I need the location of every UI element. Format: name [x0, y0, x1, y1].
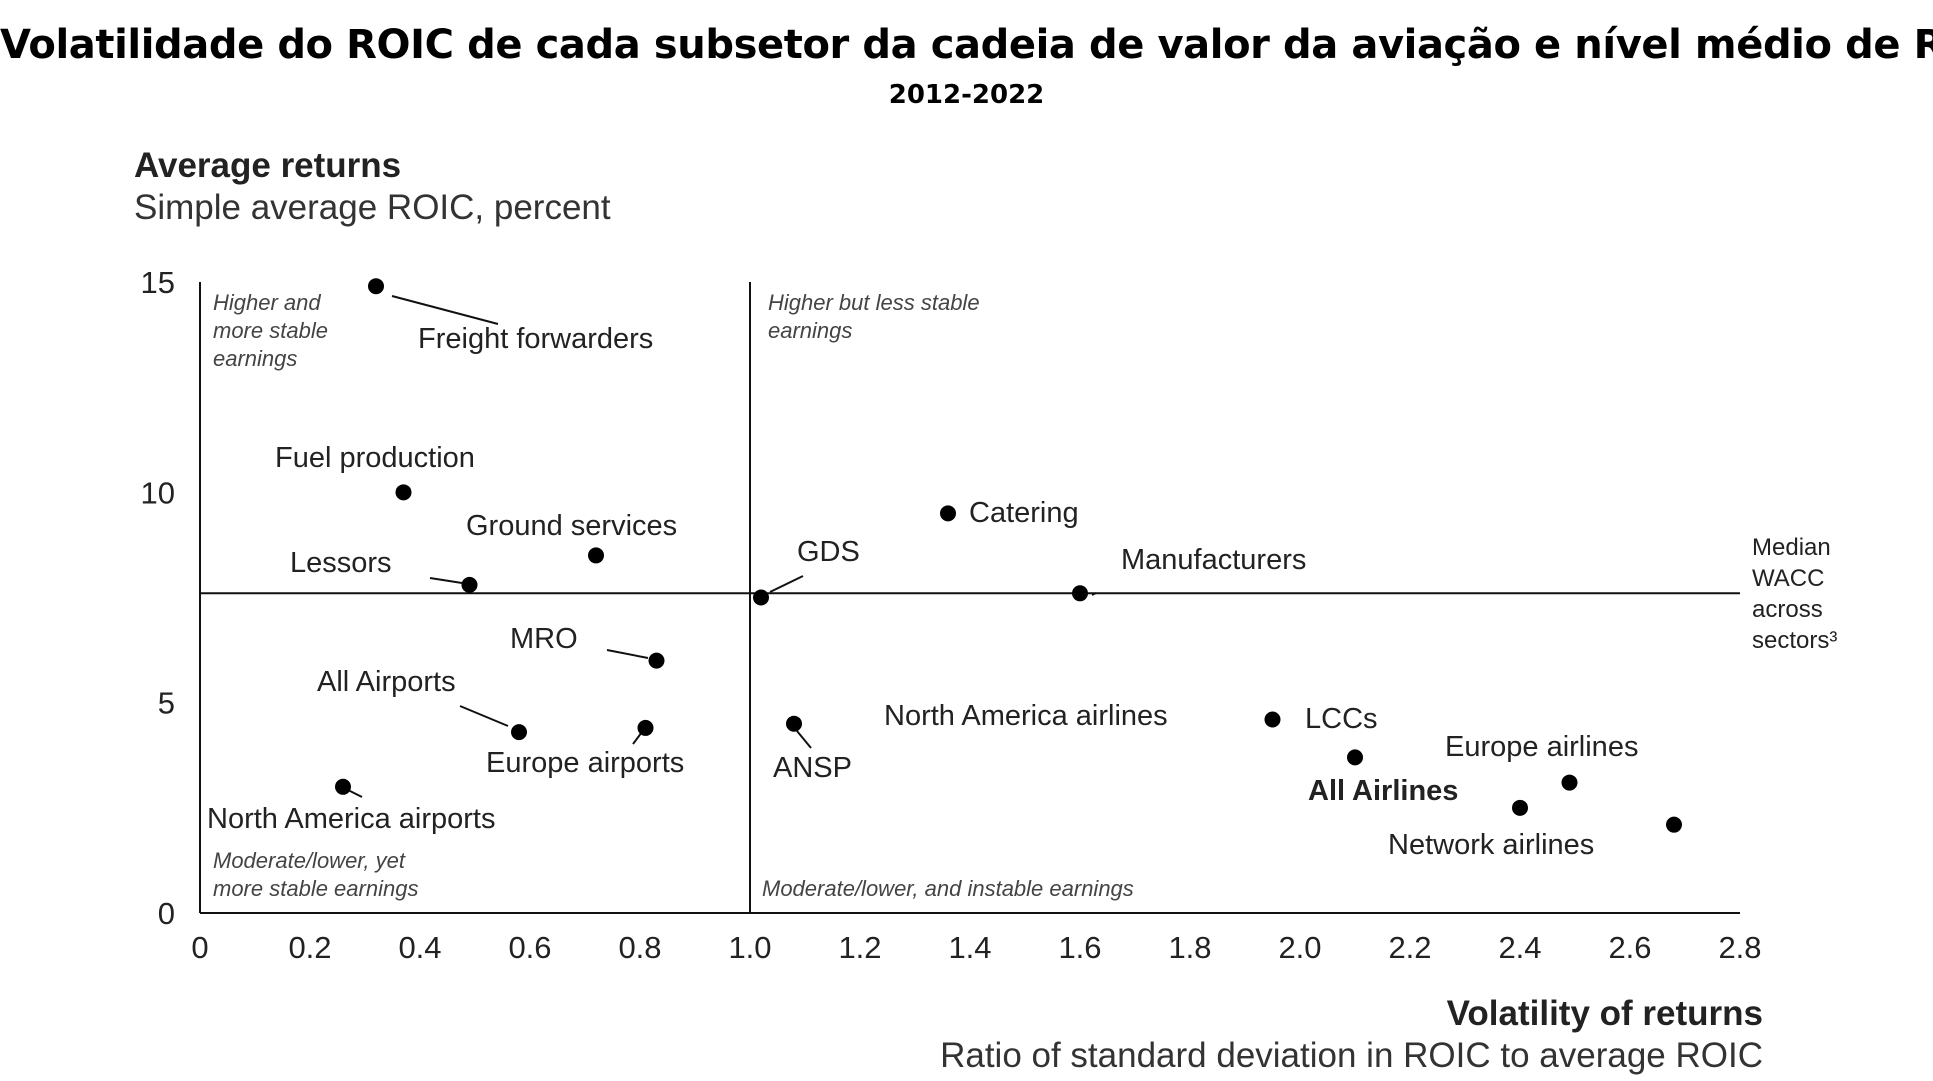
- point-label: Manufacturers: [1121, 544, 1306, 576]
- y-tick-label: 15: [141, 265, 175, 300]
- point-label: All Airports: [317, 666, 456, 698]
- x-tick-label: 0.4: [398, 930, 441, 965]
- x-tick-label: 1.0: [728, 930, 771, 965]
- quadrant-label: earnings: [213, 346, 297, 371]
- point-label: All Airlines: [1308, 775, 1458, 807]
- data-point: [1561, 774, 1578, 791]
- x-tick-label: 1.8: [1168, 930, 1211, 965]
- x-tick-label: 2.8: [1718, 930, 1761, 965]
- leader-line: [606, 649, 649, 659]
- leader-line: [429, 577, 463, 584]
- y-axis-subtitle: Simple average ROIC, percent: [134, 188, 611, 227]
- chart-subtitle: 2012-2022: [888, 80, 1045, 110]
- point-label: North America airports: [207, 803, 496, 835]
- median-wacc-label: across: [1752, 596, 1823, 623]
- data-point: [1512, 799, 1528, 816]
- leader-line: [459, 705, 509, 727]
- x-tick-label: 0: [191, 930, 208, 965]
- quadrant-label: Moderate/lower, and instable earnings: [762, 876, 1134, 901]
- leader-line: [769, 575, 804, 593]
- point-label: Fuel production: [275, 442, 475, 474]
- quadrant-label: more stable earnings: [213, 876, 418, 901]
- point-label: Catering: [969, 497, 1079, 529]
- data-point: [1347, 749, 1363, 766]
- quadrant-label: Higher and: [213, 290, 321, 315]
- y-tick-label: 5: [158, 686, 175, 721]
- x-tick-label: 2.6: [1608, 930, 1651, 965]
- y-axis-title: Average returns: [134, 146, 402, 185]
- data-point: [368, 278, 384, 295]
- data-point: [395, 484, 412, 501]
- point-label: Network airlines: [1388, 829, 1594, 861]
- quadrant-label: earnings: [768, 318, 852, 343]
- data-point: [940, 505, 956, 522]
- median-wacc-label: WACC: [1752, 565, 1824, 592]
- y-tick-label: 10: [141, 475, 175, 510]
- x-axis-title: Volatility of returns: [1446, 994, 1763, 1033]
- point-label: Lessors: [290, 547, 392, 579]
- median-wacc-label: Median: [1752, 534, 1831, 561]
- leader-line: [391, 295, 499, 325]
- x-tick-label: 0.8: [618, 930, 661, 965]
- point-label: Freight forwarders: [418, 323, 653, 355]
- data-point: [1666, 816, 1682, 833]
- point-label: ANSP: [773, 752, 852, 784]
- leader-line: [796, 730, 812, 749]
- median-wacc-label: sectors³: [1752, 627, 1837, 654]
- quadrant-label: Moderate/lower, yet: [213, 848, 406, 873]
- point-label: LCCs: [1305, 703, 1378, 735]
- data-point: [511, 724, 527, 741]
- data-point: [753, 589, 769, 606]
- data-point: [648, 652, 665, 669]
- data-point: [335, 778, 351, 795]
- x-tick-label: 2.2: [1388, 930, 1431, 965]
- data-point: [637, 719, 654, 736]
- data-point: [786, 715, 802, 732]
- data-point: [1264, 711, 1281, 728]
- x-tick-label: 2.0: [1278, 930, 1321, 965]
- quadrant-label: Higher but less stable: [768, 290, 980, 315]
- y-tick-label: 0: [158, 896, 175, 931]
- point-label: Europe airports: [486, 747, 684, 779]
- chart-title: Volatilidade do ROIC de cada subsetor da…: [0, 22, 1933, 68]
- data-point: [1072, 585, 1088, 602]
- point-label: Europe airlines: [1445, 731, 1638, 763]
- x-tick-label: 1.2: [838, 930, 881, 965]
- point-label: GDS: [797, 536, 860, 568]
- x-tick-label: 2.4: [1498, 930, 1541, 965]
- data-point: [588, 547, 604, 564]
- point-label: North America airlines: [884, 700, 1168, 732]
- data-point: [461, 576, 478, 593]
- x-tick-label: 0.6: [508, 930, 551, 965]
- leader-line: [1091, 592, 1097, 596]
- x-axis-subtitle: Ratio of standard deviation in ROIC to a…: [940, 1036, 1763, 1075]
- point-label: MRO: [510, 623, 578, 655]
- point-label: Ground services: [466, 510, 677, 542]
- quadrant-label: more stable: [213, 318, 328, 343]
- x-tick-label: 1.4: [948, 930, 991, 965]
- x-tick-label: 0.2: [288, 930, 331, 965]
- x-tick-label: 1.6: [1058, 930, 1101, 965]
